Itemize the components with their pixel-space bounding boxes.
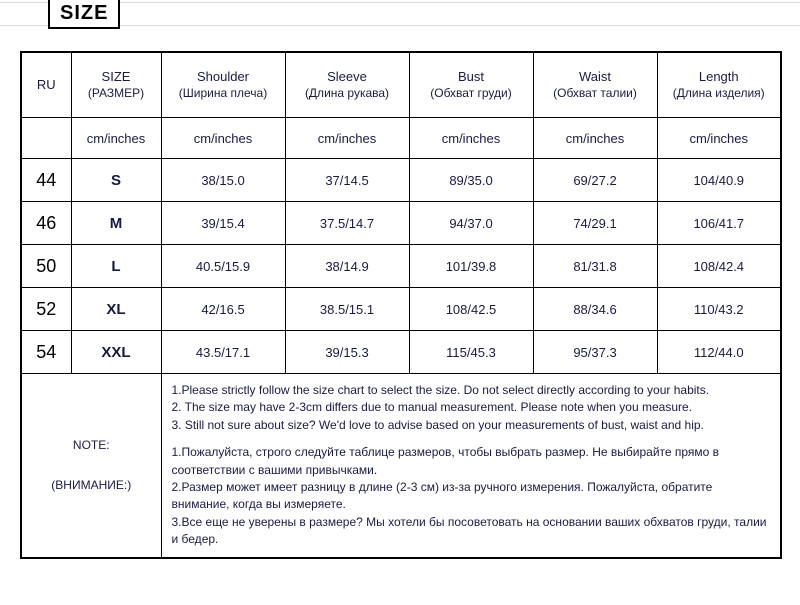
note-line: 1.Пожалуйста, строго следуйте таблице ра… <box>172 444 771 479</box>
cell-ru: 46 <box>21 202 71 245</box>
cell-length: 104/40.9 <box>657 159 781 202</box>
cell-size: M <box>71 202 161 245</box>
note-row: NOTE: (ВНИМАНИЕ:) 1.Please strictly foll… <box>21 374 781 558</box>
data-body: 44S38/15.037/14.589/35.069/27.2104/40.94… <box>21 159 781 374</box>
col-length: Length (Длина изделия) <box>657 52 781 118</box>
cell-length: 112/44.0 <box>657 331 781 374</box>
size-chart-container: RU SIZE (РАЗМЕР) Shoulder (Ширина плеча)… <box>0 26 800 559</box>
col-bust-en: Bust <box>458 69 484 84</box>
cell-bust: 89/35.0 <box>409 159 533 202</box>
col-ru-en: RU <box>37 77 56 92</box>
col-bust: Bust (Обхват груди) <box>409 52 533 118</box>
table-row: 54XXL43.5/17.139/15.3115/45.395/37.3112/… <box>21 331 781 374</box>
col-waist-en: Waist <box>579 69 611 84</box>
note-label-en: NOTE: <box>73 438 110 452</box>
cell-shoulder: 42/16.5 <box>161 288 285 331</box>
cell-ru: 52 <box>21 288 71 331</box>
cell-bust: 101/39.8 <box>409 245 533 288</box>
note-body-cell: 1.Please strictly follow the size chart … <box>161 374 781 558</box>
unit-length: cm/inches <box>657 118 781 159</box>
unit-ru-blank <box>21 118 71 159</box>
cell-waist: 69/27.2 <box>533 159 657 202</box>
col-length-en: Length <box>699 69 739 84</box>
note-line: 2. The size may have 2-3cm differs due t… <box>172 399 771 416</box>
table-row: 52XL42/16.538.5/15.1108/42.588/34.6110/4… <box>21 288 781 331</box>
col-sleeve: Sleeve (Длина рукава) <box>285 52 409 118</box>
cell-ru: 50 <box>21 245 71 288</box>
cell-waist: 88/34.6 <box>533 288 657 331</box>
cell-length: 108/42.4 <box>657 245 781 288</box>
cell-size: XL <box>71 288 161 331</box>
col-size-en: SIZE <box>102 69 131 84</box>
note-spacer <box>172 434 771 444</box>
header-band: SIZE <box>0 2 800 26</box>
cell-waist: 74/29.1 <box>533 202 657 245</box>
unit-bust: cm/inches <box>409 118 533 159</box>
note-label-cell: NOTE: (ВНИМАНИЕ:) <box>21 374 161 558</box>
cell-shoulder: 38/15.0 <box>161 159 285 202</box>
header-row: RU SIZE (РАЗМЕР) Shoulder (Ширина плеча)… <box>21 52 781 118</box>
note-line: 3. Still not sure about size? We'd love … <box>172 417 771 434</box>
col-length-sub: (Длина изделия) <box>673 86 765 100</box>
cell-shoulder: 43.5/17.1 <box>161 331 285 374</box>
cell-ru: 54 <box>21 331 71 374</box>
col-shoulder: Shoulder (Ширина плеча) <box>161 52 285 118</box>
cell-size: S <box>71 159 161 202</box>
cell-shoulder: 39/15.4 <box>161 202 285 245</box>
col-sleeve-sub: (Длина рукава) <box>305 86 389 100</box>
note-line: 1.Please strictly follow the size chart … <box>172 382 771 399</box>
cell-waist: 95/37.3 <box>533 331 657 374</box>
table-row: 50L40.5/15.938/14.9101/39.881/31.8108/42… <box>21 245 781 288</box>
unit-size: cm/inches <box>71 118 161 159</box>
col-sleeve-en: Sleeve <box>327 69 367 84</box>
cell-shoulder: 40.5/15.9 <box>161 245 285 288</box>
size-chart-table: RU SIZE (РАЗМЕР) Shoulder (Ширина плеча)… <box>20 51 782 559</box>
col-ru: RU <box>21 52 71 118</box>
cell-sleeve: 37.5/14.7 <box>285 202 409 245</box>
unit-sleeve: cm/inches <box>285 118 409 159</box>
size-badge: SIZE <box>48 0 120 29</box>
col-size-sub: (РАЗМЕР) <box>88 86 144 100</box>
col-waist-sub: (Обхват талии) <box>553 86 637 100</box>
unit-shoulder: cm/inches <box>161 118 285 159</box>
cell-sleeve: 38.5/15.1 <box>285 288 409 331</box>
cell-sleeve: 39/15.3 <box>285 331 409 374</box>
cell-bust: 108/42.5 <box>409 288 533 331</box>
col-size: SIZE (РАЗМЕР) <box>71 52 161 118</box>
table-row: 46M39/15.437.5/14.794/37.074/29.1106/41.… <box>21 202 781 245</box>
cell-bust: 94/37.0 <box>409 202 533 245</box>
col-shoulder-en: Shoulder <box>197 69 249 84</box>
cell-sleeve: 38/14.9 <box>285 245 409 288</box>
cell-sleeve: 37/14.5 <box>285 159 409 202</box>
unit-waist: cm/inches <box>533 118 657 159</box>
cell-length: 106/41.7 <box>657 202 781 245</box>
cell-waist: 81/31.8 <box>533 245 657 288</box>
note-label-ru: (ВНИМАНИЕ:) <box>51 478 131 492</box>
col-waist: Waist (Обхват талии) <box>533 52 657 118</box>
col-bust-sub: (Обхват груди) <box>430 86 512 100</box>
table-row: 44S38/15.037/14.589/35.069/27.2104/40.9 <box>21 159 781 202</box>
cell-bust: 115/45.3 <box>409 331 533 374</box>
note-line: 2.Размер может имеет разницу в длине (2-… <box>172 479 771 514</box>
cell-length: 110/43.2 <box>657 288 781 331</box>
unit-row: cm/inches cm/inches cm/inches cm/inches … <box>21 118 781 159</box>
cell-size: XXL <box>71 331 161 374</box>
cell-ru: 44 <box>21 159 71 202</box>
col-shoulder-sub: (Ширина плеча) <box>179 86 267 100</box>
cell-size: L <box>71 245 161 288</box>
note-line: 3.Все еще не уверены в размере? Мы хотел… <box>172 514 771 549</box>
